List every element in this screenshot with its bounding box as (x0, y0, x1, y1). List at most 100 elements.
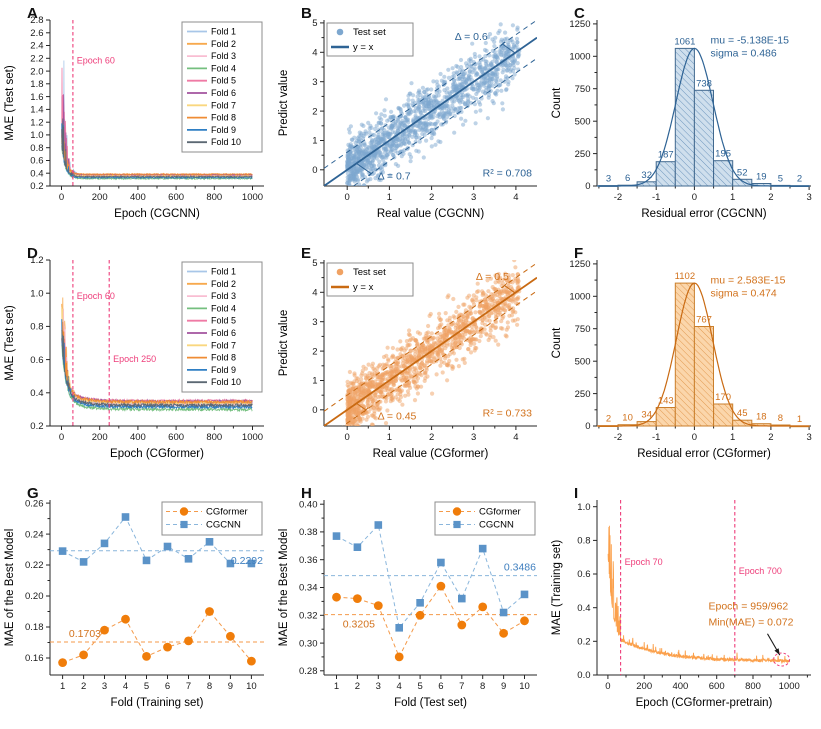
svg-text:800: 800 (745, 681, 761, 692)
svg-text:5: 5 (312, 18, 317, 29)
svg-text:MAE (Test set): MAE (Test set) (4, 65, 16, 141)
svg-text:0.6: 0.6 (30, 355, 43, 366)
svg-text:187: 187 (658, 150, 674, 161)
svg-text:0.28: 0.28 (299, 666, 318, 677)
svg-text:2.6: 2.6 (30, 28, 43, 39)
svg-text:0: 0 (585, 181, 590, 192)
svg-text:3: 3 (312, 317, 317, 328)
svg-text:Fold 6: Fold 6 (211, 328, 236, 338)
svg-text:750: 750 (575, 324, 591, 335)
svg-text:Epoch (CGformer): Epoch (CGformer) (110, 448, 204, 460)
svg-text:R² = 0.708: R² = 0.708 (483, 167, 532, 179)
svg-text:mu = 2.583E-15: mu = 2.583E-15 (710, 274, 785, 286)
svg-text:800: 800 (206, 432, 222, 443)
svg-text:8: 8 (480, 681, 485, 692)
svg-text:5: 5 (417, 681, 422, 692)
svg-text:0: 0 (345, 432, 350, 443)
svg-text:y = x: y = x (353, 42, 374, 53)
svg-text:600: 600 (168, 432, 184, 443)
svg-text:Fold 8: Fold 8 (211, 113, 236, 123)
svg-text:0.4: 0.4 (30, 168, 43, 179)
svg-text:10: 10 (519, 681, 530, 692)
svg-text:y = x: y = x (353, 282, 374, 293)
svg-text:0.22: 0.22 (25, 560, 44, 571)
svg-text:1000: 1000 (569, 292, 590, 303)
svg-text:4: 4 (312, 48, 317, 59)
svg-text:0.0: 0.0 (577, 670, 590, 681)
svg-text:0.16: 0.16 (25, 653, 44, 664)
svg-text:9: 9 (501, 681, 506, 692)
svg-text:CGCNN: CGCNN (479, 520, 514, 531)
svg-text:Test set: Test set (353, 27, 386, 38)
svg-text:Fold 1: Fold 1 (211, 27, 236, 37)
svg-text:250: 250 (575, 149, 591, 160)
svg-text:CGformer: CGformer (479, 507, 521, 518)
svg-text:6: 6 (625, 173, 630, 184)
svg-text:0.18: 0.18 (25, 622, 44, 633)
svg-text:0.1703: 0.1703 (69, 628, 101, 640)
svg-text:1.4: 1.4 (30, 105, 43, 116)
svg-text:Fold 8: Fold 8 (211, 353, 236, 363)
svg-text:Fold 7: Fold 7 (211, 340, 236, 350)
panel-G-best-model-training: G 1 2 3 4 5 6 7 8 9 10 0.16 0.18 0.20 0.22 0.24 0.26 Fol… (0, 480, 274, 729)
svg-text:0.24: 0.24 (25, 529, 44, 540)
svg-text:8: 8 (207, 681, 212, 692)
panel-H-plot: 1 2 3 4 5 6 7 8 9 10 0.28 0.30 0.32 0.34 0.36 0.38 0.40 F… (278, 499, 537, 709)
svg-text:0.4: 0.4 (577, 603, 590, 614)
svg-text:Fold 3: Fold 3 (211, 291, 236, 301)
svg-text:Fold 5: Fold 5 (211, 316, 236, 326)
svg-text:5: 5 (144, 681, 149, 692)
svg-text:6: 6 (165, 681, 170, 692)
svg-text:0.4: 0.4 (30, 388, 43, 399)
svg-text:7: 7 (459, 681, 464, 692)
svg-text:4: 4 (513, 432, 518, 443)
svg-text:1: 1 (312, 136, 317, 147)
svg-text:MAE of the Best Model: MAE of the Best Model (4, 529, 16, 647)
svg-text:8: 8 (778, 413, 783, 424)
svg-text:0.3486: 0.3486 (504, 562, 536, 574)
svg-text:4: 4 (123, 681, 128, 692)
svg-text:3: 3 (376, 681, 381, 692)
svg-text:0.6: 0.6 (577, 569, 590, 580)
svg-text:0: 0 (692, 192, 697, 203)
svg-text:4: 4 (312, 288, 317, 299)
svg-text:Fold 5: Fold 5 (211, 76, 236, 86)
svg-text:1.8: 1.8 (30, 79, 43, 90)
svg-text:0: 0 (312, 405, 317, 416)
svg-text:250: 250 (575, 389, 591, 400)
panel-label-G: G (27, 485, 39, 502)
panel-C-residual-hist-cgcnn: C -2 -1 0 1 2 3 0 250 500 750 1000 1250 Residual err… (547, 0, 821, 240)
svg-text:Predict value: Predict value (278, 310, 290, 376)
svg-text:MAE of the Best Model: MAE of the Best Model (278, 529, 290, 647)
svg-text:34: 34 (641, 410, 652, 421)
svg-text:Δ = 0.45: Δ = 0.45 (378, 411, 417, 423)
svg-text:CGCNN: CGCNN (206, 520, 241, 531)
svg-text:0.2: 0.2 (577, 637, 590, 648)
svg-text:0.20: 0.20 (25, 591, 44, 602)
panel-E-parity-cgformer: E 0 1 2 3 4 0 1 2 3 4 5 Real value (CGformer) Predic… (274, 240, 547, 480)
svg-text:sigma = 0.486: sigma = 0.486 (710, 47, 776, 59)
svg-text:1: 1 (312, 376, 317, 387)
svg-text:3: 3 (606, 174, 611, 185)
svg-text:Fold (Training set): Fold (Training set) (111, 697, 204, 709)
panel-label-C: C (574, 5, 585, 22)
svg-text:0.2292: 0.2292 (231, 555, 263, 567)
svg-text:1.2: 1.2 (30, 255, 43, 266)
svg-text:6: 6 (438, 681, 443, 692)
panel-A-plot: 0 200 400 600 800 1000 0.2 0.40.6 0.8 1.0 1.21.4 1.… (4, 15, 264, 220)
svg-text:400: 400 (672, 681, 688, 692)
svg-text:Count: Count (551, 87, 563, 118)
svg-text:0: 0 (312, 165, 317, 176)
svg-text:400: 400 (130, 432, 146, 443)
svg-text:Count: Count (551, 327, 563, 358)
svg-text:18: 18 (756, 412, 767, 423)
svg-text:2.4: 2.4 (30, 41, 43, 52)
panel-F-residual-hist-cgformer: F -2 -1 0 1 2 3 0 250 500 750 1000 1250 Residual err… (547, 240, 821, 480)
svg-text:1000: 1000 (242, 432, 263, 443)
svg-text:2: 2 (797, 174, 802, 185)
svg-text:Epoch 60: Epoch 60 (77, 291, 115, 301)
svg-text:Fold 6: Fold 6 (211, 88, 236, 98)
panel-I-plot: 0 200 400 600 800 1000 0.0 0.2 0.4 0.6 0.8 1.0 Epoch… (551, 500, 811, 709)
svg-text:0.8: 0.8 (30, 322, 43, 333)
svg-text:0: 0 (692, 432, 697, 443)
